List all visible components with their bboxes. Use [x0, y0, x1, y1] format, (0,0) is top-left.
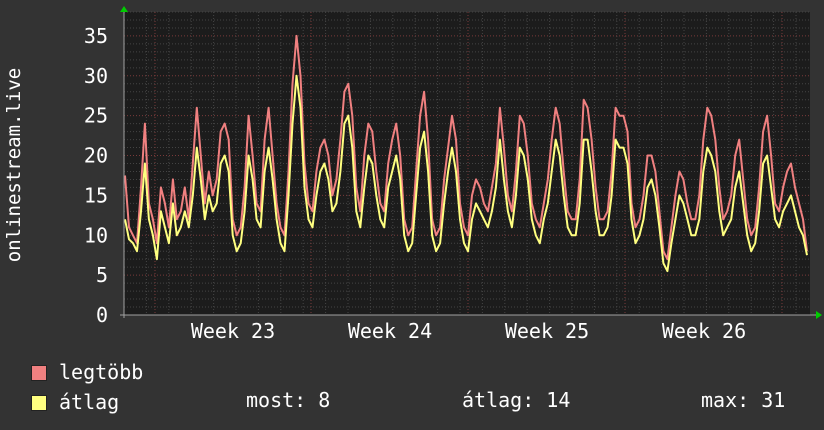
x-tick-label: Week 23: [191, 319, 275, 343]
y-tick-label: 30: [84, 64, 108, 88]
grid-lines: [124, 11, 810, 315]
y-tick-label: 0: [96, 303, 108, 327]
x-tick-label: Week 24: [348, 319, 432, 343]
stat-average: átlag: 14: [462, 388, 571, 412]
y-tick-label: 35: [84, 24, 108, 48]
y-tick-label: 10: [84, 223, 108, 247]
legend-label: átlag: [59, 390, 120, 414]
x-axis-tick-labels: Week 23 Week 24 Week 25 Week 26: [191, 319, 746, 343]
series-line: [124, 34, 808, 261]
series-line: [124, 74, 808, 273]
y-axis-arrow-icon: [120, 6, 128, 12]
x-tick-label: Week 25: [505, 319, 589, 343]
y-axis-tick-labels: 0 5 10 15 20 25 30 35: [84, 24, 108, 327]
y-tick-label: 15: [84, 183, 108, 207]
x-tick-label: Week 26: [662, 319, 746, 343]
legend-label: legtöbb: [59, 360, 144, 384]
y-tick-label: 5: [96, 263, 108, 287]
y-tick-label: 25: [84, 104, 108, 128]
y-tick-label: 20: [84, 144, 108, 168]
series-lines: [124, 34, 808, 273]
y-axis-label: onlinestream.live: [3, 68, 25, 262]
legend-swatch-atlag: [31, 395, 47, 411]
stat-current: most: 8: [246, 388, 331, 412]
axes: [120, 6, 822, 319]
legend-swatch-legtobb: [31, 365, 47, 381]
x-axis-arrow-icon: [816, 311, 822, 319]
stat-max: max: 31: [701, 388, 786, 412]
